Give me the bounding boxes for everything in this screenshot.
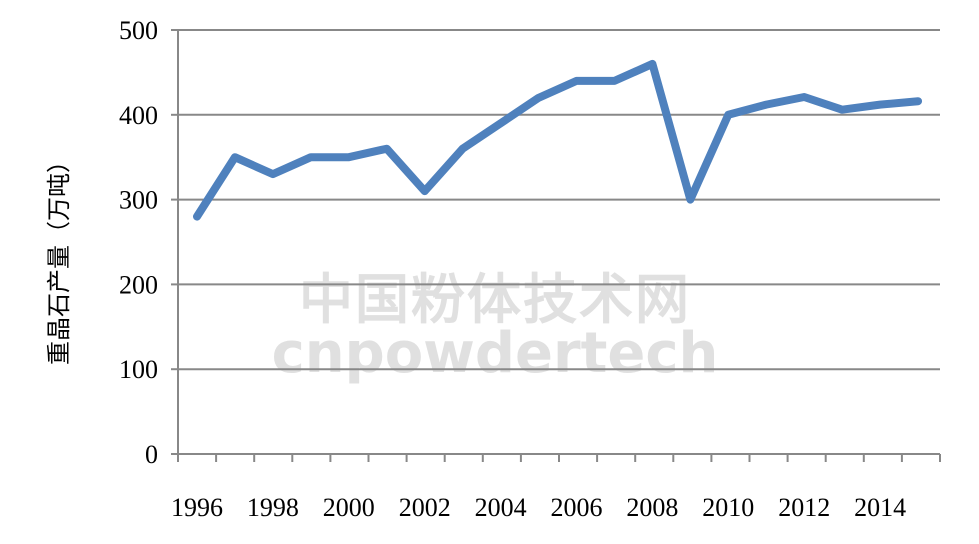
data-point: [348, 156, 350, 158]
data-point: [917, 100, 919, 102]
y-tick-label: 200: [119, 270, 158, 299]
series-line: [193, 59, 923, 221]
watermark-cn-text: 中国粉体技术网: [299, 268, 691, 331]
data-point: [500, 122, 502, 124]
data-point: [576, 80, 577, 82]
x-tick-labels: 1996 1998 2000 2002 2004 2006 2008 2010 2012 2014: [171, 493, 906, 522]
data-point: [879, 104, 881, 106]
data-point: [689, 199, 691, 201]
data-point: [765, 104, 767, 106]
data-point: [462, 148, 464, 150]
data-point: [310, 156, 312, 158]
y-tick-label: 100: [119, 355, 158, 384]
data-point: [272, 173, 274, 175]
x-tick-label: 1998: [247, 493, 299, 522]
watermark-en-text: cnpowdertech: [272, 321, 719, 386]
x-tick-label: 2002: [399, 493, 451, 522]
y-tick-label: 500: [119, 16, 158, 45]
x-tick-label: 2012: [778, 493, 830, 522]
watermark: 中国粉体技术网 cnpowdertech: [272, 268, 719, 386]
axes: [171, 29, 941, 462]
data-point: [386, 148, 388, 150]
data-point: [841, 109, 843, 111]
x-tick-label: 2010: [702, 493, 754, 522]
gridlines: [178, 29, 940, 371]
data-point: [651, 63, 653, 65]
y-axis-title: 重晶石产量（万吨）: [45, 149, 73, 365]
data-point: [727, 114, 729, 116]
data-point: [424, 190, 426, 192]
data-point: [613, 80, 615, 82]
y-tick-label: 400: [119, 101, 158, 130]
x-tick-label: 1996: [171, 493, 223, 522]
series-group: [193, 59, 923, 221]
x-tick-label: 2014: [854, 493, 906, 522]
x-tick-label: 2006: [551, 493, 603, 522]
data-point: [803, 96, 805, 98]
x-tick-label: 2004: [475, 493, 527, 522]
y-tick-label: 300: [119, 186, 158, 215]
x-tick-label: 2000: [323, 493, 375, 522]
data-point: [538, 97, 540, 99]
y-tick-labels: 0 100 200 300 400 500: [119, 16, 158, 469]
data-point: [196, 216, 198, 218]
x-tick-label: 2008: [626, 493, 678, 522]
y-tick-label: 0: [145, 440, 158, 469]
data-point: [234, 156, 236, 158]
